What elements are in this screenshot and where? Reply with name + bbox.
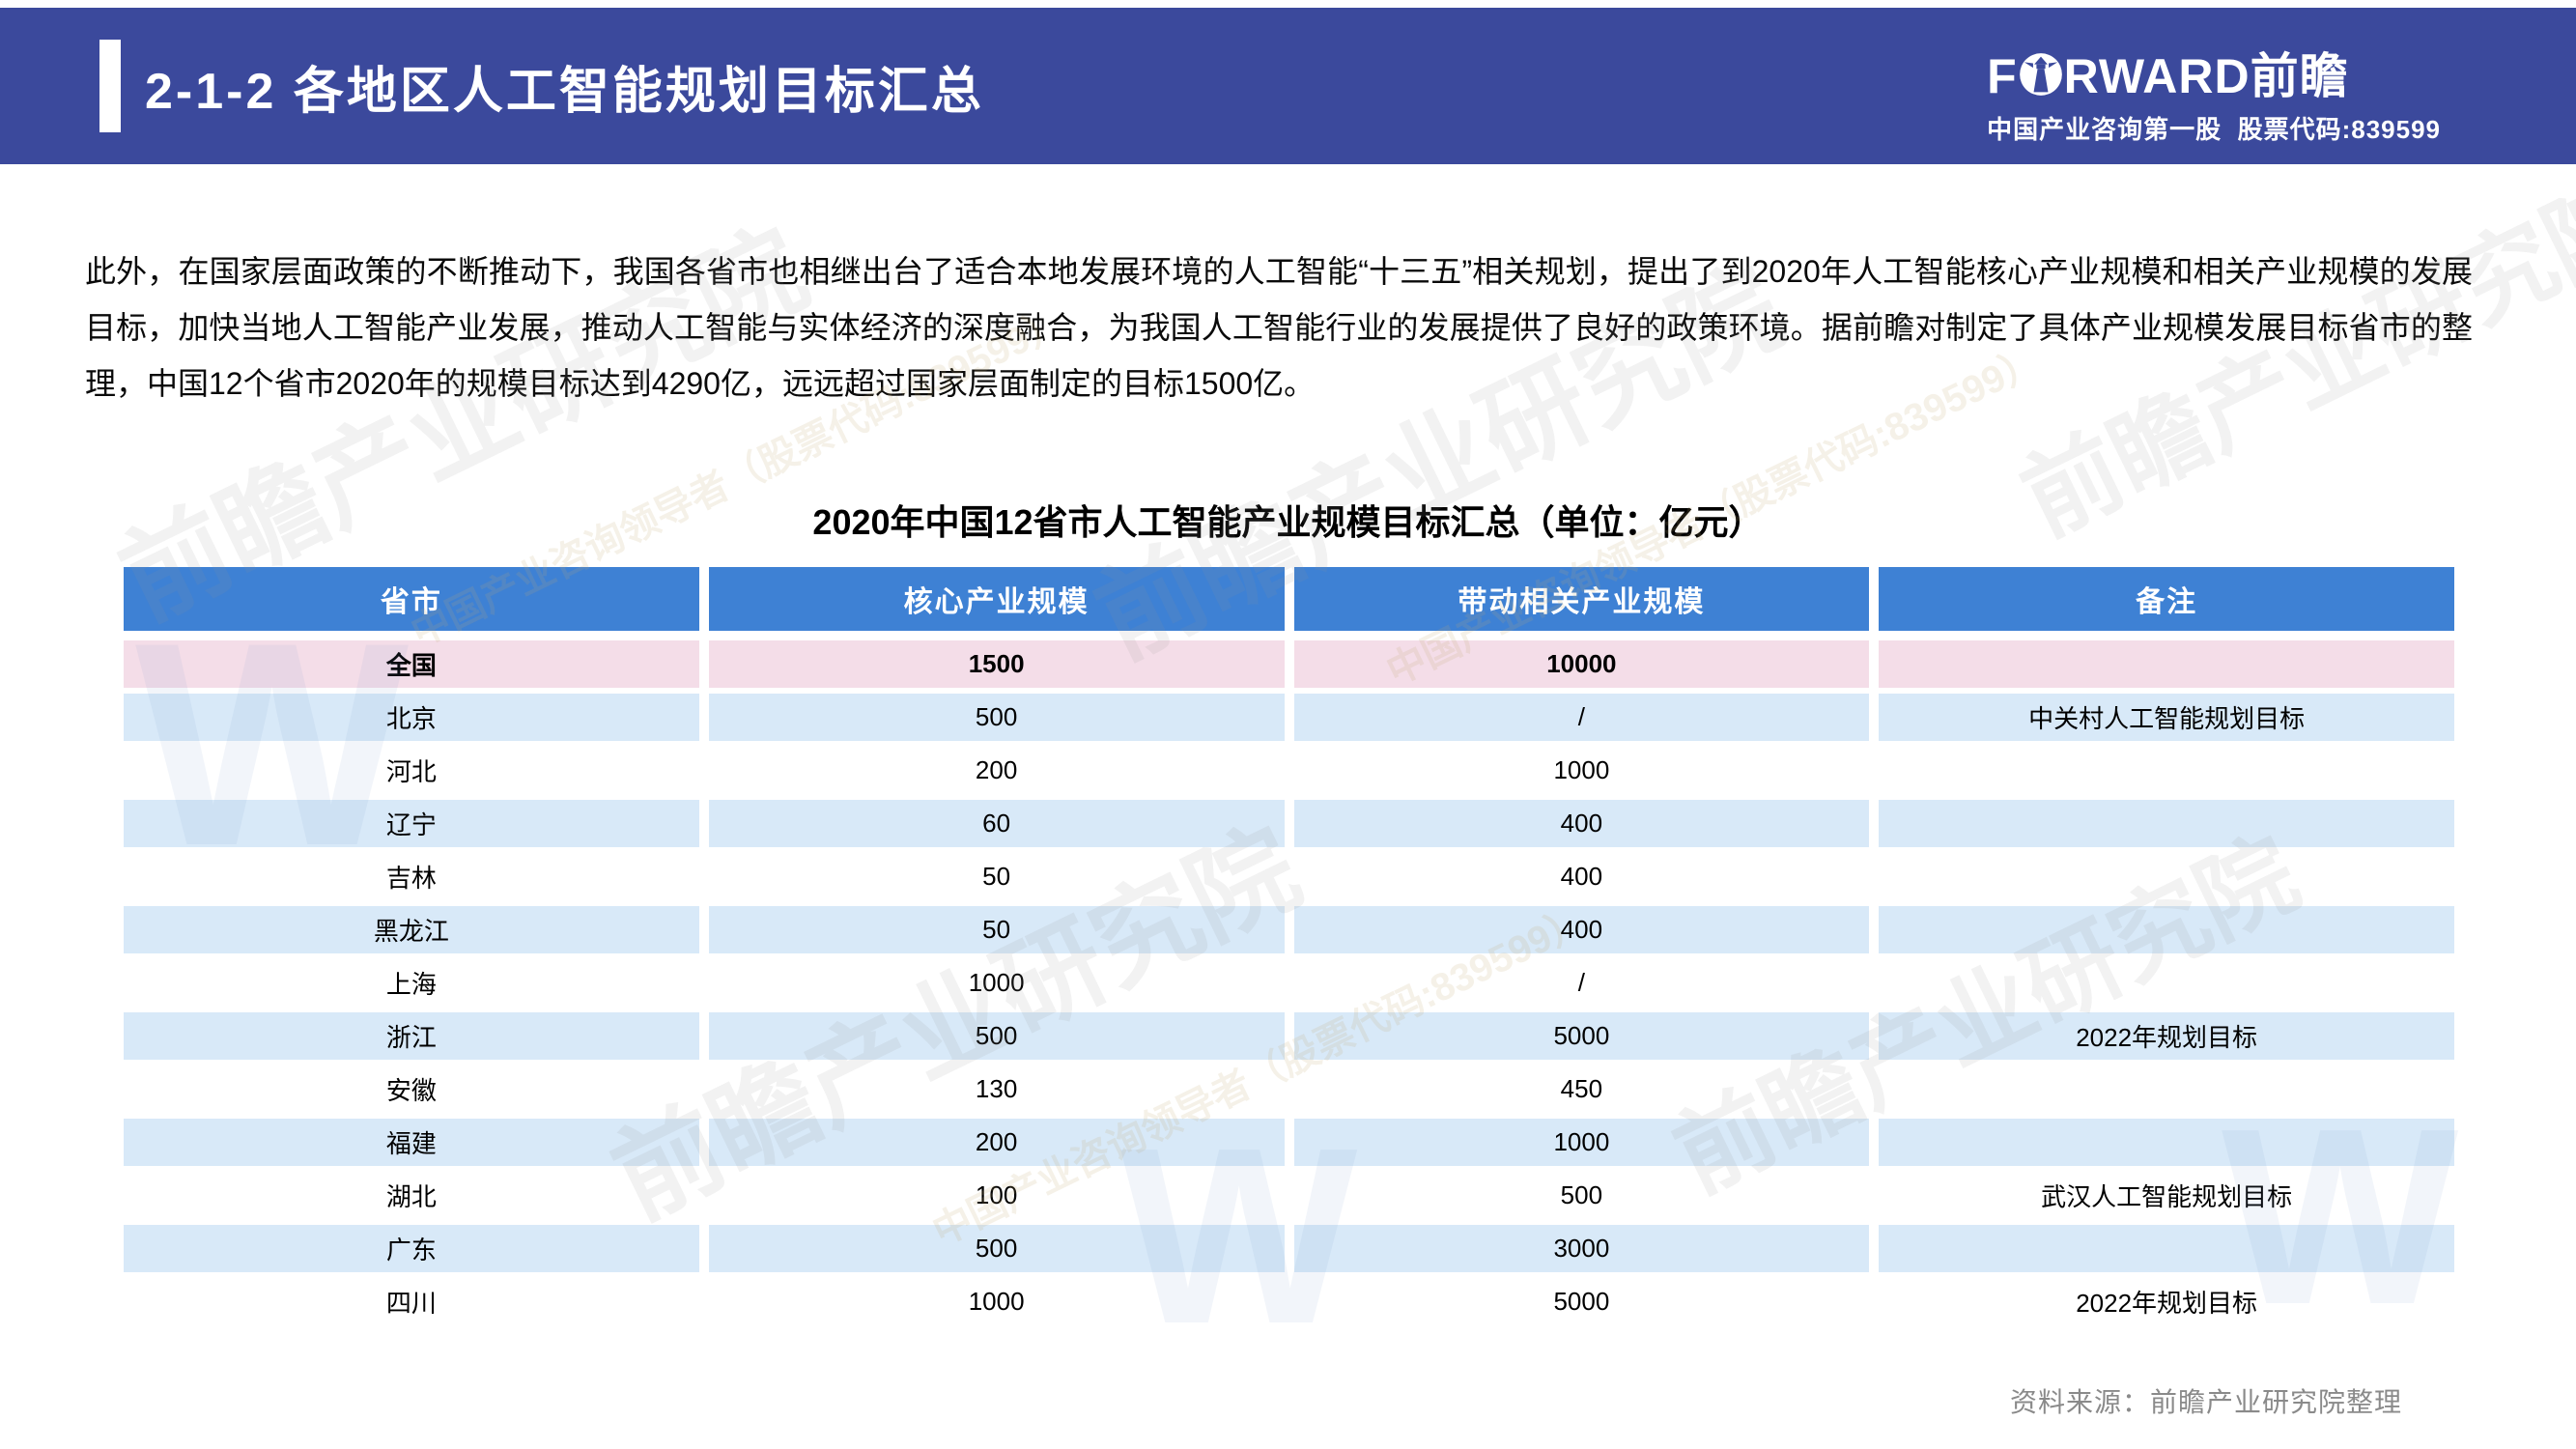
note-cell (1879, 1119, 2454, 1166)
core-scale-cell: 1000 (708, 959, 1285, 1007)
province-cell: 四川 (124, 1278, 699, 1325)
related-scale-cell: 10000 (1293, 640, 1870, 688)
logo-text-post: RWARD前瞻 (2063, 49, 2349, 103)
note-cell (1879, 959, 2454, 1007)
note-cell (1879, 853, 2454, 900)
table-row: 辽宁 60 400 (124, 800, 2454, 847)
data-table: 省市 核心产业规模 带动相关产业规模 备注 全国 1500 10000 北京 5… (124, 567, 2454, 1325)
province-cell: 黑龙江 (124, 906, 699, 953)
table-row: 浙江 500 5000 2022年规划目标 (124, 1012, 2454, 1060)
table-row: 全国 1500 10000 (124, 640, 2454, 688)
related-scale-cell: 1000 (1293, 747, 1870, 794)
table-header-row: 省市 核心产业规模 带动相关产业规模 备注 (124, 567, 2454, 631)
core-scale-cell: 50 (708, 853, 1285, 900)
note-cell: 2022年规划目标 (1879, 1012, 2454, 1060)
note-cell (1879, 800, 2454, 847)
forward-logo: F RWARD前瞻 (1987, 50, 2441, 146)
note-cell (1879, 1225, 2454, 1272)
column-header-core-scale: 核心产业规模 (708, 567, 1285, 631)
related-scale-cell: 500 (1293, 1172, 1870, 1219)
note-cell (1879, 747, 2454, 794)
related-scale-cell: 400 (1293, 906, 1870, 953)
province-cell: 河北 (124, 747, 699, 794)
province-cell: 辽宁 (124, 800, 699, 847)
table-row: 黑龙江 50 400 (124, 906, 2454, 953)
province-cell: 全国 (124, 640, 699, 688)
note-cell: 2022年规划目标 (1879, 1278, 2454, 1325)
table-row: 上海 1000 / (124, 959, 2454, 1007)
title-accent-bar (99, 40, 121, 132)
table-row: 广东 500 3000 (124, 1225, 2454, 1272)
table-row: 福建 200 1000 (124, 1119, 2454, 1166)
table-row: 河北 200 1000 (124, 747, 2454, 794)
column-header-related-scale: 带动相关产业规模 (1293, 567, 1870, 631)
related-scale-cell: / (1293, 959, 1870, 1007)
core-scale-cell: 100 (708, 1172, 1285, 1219)
table-row: 湖北 100 500 武汉人工智能规划目标 (124, 1172, 2454, 1219)
core-scale-cell: 500 (708, 694, 1285, 741)
column-header-province: 省市 (124, 567, 699, 631)
related-scale-cell: 450 (1293, 1065, 1870, 1113)
related-scale-cell: 5000 (1293, 1278, 1870, 1325)
core-scale-cell: 500 (708, 1225, 1285, 1272)
province-cell: 湖北 (124, 1172, 699, 1219)
province-cell: 安徽 (124, 1065, 699, 1113)
province-cell: 上海 (124, 959, 699, 1007)
province-cell: 福建 (124, 1119, 699, 1166)
province-cell: 吉林 (124, 853, 699, 900)
core-scale-cell: 60 (708, 800, 1285, 847)
related-scale-cell: 400 (1293, 800, 1870, 847)
table-row: 四川 1000 5000 2022年规划目标 (124, 1278, 2454, 1325)
province-cell: 北京 (124, 694, 699, 741)
related-scale-cell: 1000 (1293, 1119, 1870, 1166)
related-scale-cell: 400 (1293, 853, 1870, 900)
column-header-note: 备注 (1879, 567, 2454, 631)
related-scale-cell: 5000 (1293, 1012, 1870, 1060)
related-scale-cell: / (1293, 694, 1870, 741)
lighthouse-o-icon (2019, 52, 2063, 104)
core-scale-cell: 130 (708, 1065, 1285, 1113)
province-cell: 浙江 (124, 1012, 699, 1060)
table-row: 北京 500 / 中关村人工智能规划目标 (124, 694, 2454, 741)
note-cell (1879, 640, 2454, 688)
logo-text-pre: F (1987, 49, 2018, 103)
table-row: 安徽 130 450 (124, 1065, 2454, 1113)
core-scale-cell: 1000 (708, 1278, 1285, 1325)
core-scale-cell: 200 (708, 747, 1285, 794)
related-scale-cell: 3000 (1293, 1225, 1870, 1272)
core-scale-cell: 50 (708, 906, 1285, 953)
table-title: 2020年中国12省市人工智能产业规模目标汇总（单位：亿元） (812, 502, 1764, 542)
core-scale-cell: 200 (708, 1119, 1285, 1166)
table-body: 全国 1500 10000 北京 500 / 中关村人工智能规划目标 河北 20… (124, 640, 2454, 1325)
logo-tagline: 中国产业咨询第一股 股票代码:839599 (1987, 115, 2441, 144)
table-row: 吉林 50 400 (124, 853, 2454, 900)
core-scale-cell: 500 (708, 1012, 1285, 1060)
province-cell: 广东 (124, 1225, 699, 1272)
note-cell (1879, 906, 2454, 953)
core-scale-cell: 1500 (708, 640, 1285, 688)
page-title: 2-1-2 各地区人工智能规划目标汇总 (145, 63, 984, 120)
header-banner: 2-1-2 各地区人工智能规划目标汇总 F (0, 8, 2576, 164)
note-cell: 中关村人工智能规划目标 (1879, 694, 2454, 741)
intro-paragraph: 此外，在国家层面政策的不断推动下，我国各省市也相继出台了适合本地发展环境的人工智… (85, 254, 2473, 401)
source-note: 资料来源：前瞻产业研究院整理 (2009, 1387, 2402, 1417)
note-cell (1879, 1065, 2454, 1113)
note-cell: 武汉人工智能规划目标 (1879, 1172, 2454, 1219)
